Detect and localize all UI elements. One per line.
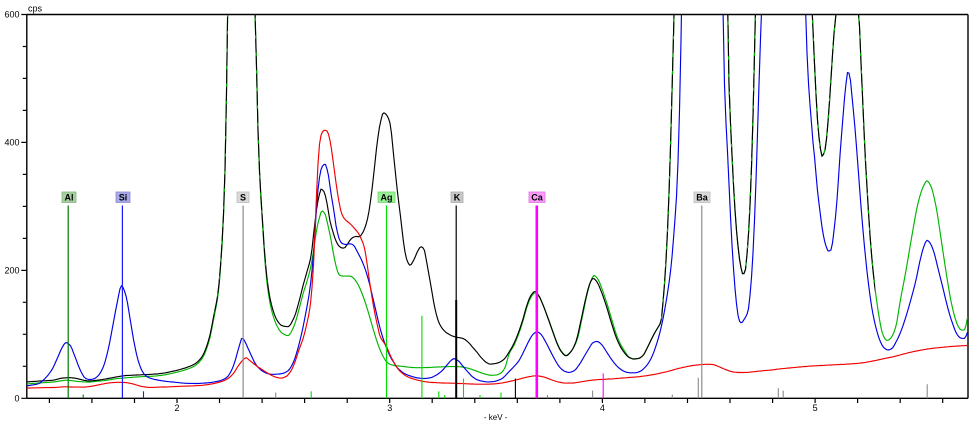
svg-text:K: K	[454, 193, 461, 203]
svg-text:Ag: Ag	[381, 193, 393, 203]
svg-text:400: 400	[4, 138, 19, 148]
svg-text:Al: Al	[65, 193, 74, 203]
svg-text:S: S	[240, 193, 246, 203]
svg-text:cps: cps	[28, 4, 43, 14]
svg-text:600: 600	[4, 10, 19, 20]
svg-text:Si: Si	[119, 193, 128, 203]
svg-text:5: 5	[813, 403, 818, 413]
svg-text:2: 2	[174, 403, 179, 413]
svg-text:3: 3	[387, 403, 392, 413]
svg-text:Ba: Ba	[696, 193, 708, 203]
svg-text:Ca: Ca	[531, 193, 543, 203]
svg-text:0: 0	[14, 394, 19, 404]
svg-text:200: 200	[4, 266, 19, 276]
svg-text:- keV -: - keV -	[484, 413, 508, 422]
svg-text:4: 4	[600, 403, 605, 413]
